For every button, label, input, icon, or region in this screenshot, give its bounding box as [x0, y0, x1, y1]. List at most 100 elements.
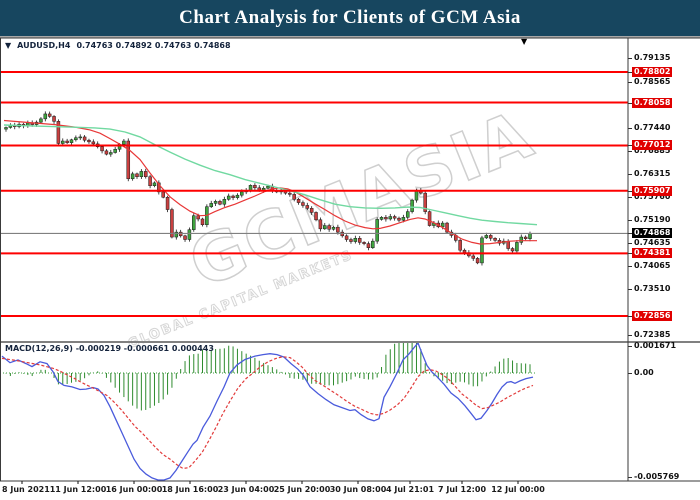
candle-body	[427, 211, 432, 226]
candle-body	[445, 222, 449, 233]
price-tick	[628, 316, 632, 317]
candle-body	[410, 199, 414, 212]
candle-body	[301, 202, 305, 206]
candle-body	[296, 199, 301, 203]
macd-scale-label: 0.00	[634, 368, 654, 377]
price-tick	[628, 145, 632, 147]
price-tick	[628, 196, 632, 198]
candle-body	[371, 240, 375, 248]
macd-indicator-header: MACD(12,26,9) -0.000219 -0.000661 0.0004…	[5, 344, 214, 353]
candle-body	[401, 217, 406, 221]
price-tick-label: 0.77440	[634, 122, 671, 132]
candle-body	[240, 191, 244, 196]
price-tick	[628, 72, 632, 73]
time-label: 8 Jun 2021	[2, 485, 50, 494]
candle-body	[357, 238, 362, 243]
candle-body	[226, 195, 231, 200]
price-tick-label: 0.78565	[634, 76, 671, 86]
time-label: 30 Jun 08:00	[329, 485, 387, 494]
candle-body	[288, 192, 292, 195]
candle-body	[484, 235, 489, 239]
level-price-label: 0.77012	[632, 140, 673, 151]
price-tick	[628, 253, 632, 255]
candle-body	[523, 236, 528, 239]
candle-body	[200, 218, 205, 225]
symbol-timeframe: AUDUSD,H4	[17, 41, 71, 50]
macd-main-line	[1, 341, 534, 481]
time-label: 18 Jun 16:00	[161, 485, 219, 494]
price-axis[interactable]: 0.791350.785650.774400.768850.763150.757…	[628, 36, 700, 500]
ohlc-values: 0.74763 0.74892 0.74763 0.74868	[76, 41, 231, 50]
price-tick	[628, 150, 632, 152]
candle-body	[109, 152, 113, 155]
candle-body	[528, 233, 532, 239]
candle-body	[104, 150, 109, 155]
candle-body	[375, 219, 379, 242]
candle-body	[353, 238, 358, 242]
macd-label: MACD(12,26,9)	[5, 344, 73, 353]
price-tick	[628, 220, 632, 222]
candle-body	[423, 192, 427, 212]
candle-body	[458, 240, 462, 251]
candle-body	[157, 182, 161, 193]
candle-body	[231, 195, 235, 198]
candle-body	[61, 140, 65, 144]
candle-body	[292, 194, 296, 200]
chart-symbol-header: ▼ AUDUSD,H4 0.74763 0.74892 0.74763 0.7486…	[5, 41, 231, 50]
price-tick	[628, 233, 632, 235]
candle-body	[74, 137, 78, 141]
candle-body	[488, 235, 493, 239]
price-tick	[628, 58, 632, 60]
candle-body	[69, 139, 74, 143]
current-price-label: 0.74868	[632, 228, 673, 239]
time-label: 4 Jul 21:01	[385, 485, 435, 494]
price-tick	[628, 266, 632, 268]
time-label: 23 Jun 04:00	[217, 485, 275, 494]
price-tick	[628, 102, 632, 104]
price-tick-label: 0.76315	[634, 169, 671, 179]
candle-body	[148, 176, 152, 187]
candle-body	[43, 113, 48, 120]
candle-body	[113, 148, 117, 153]
candle-body	[170, 209, 174, 238]
candle-body	[314, 212, 318, 221]
price-tick	[628, 242, 632, 244]
collapse-arrow-icon[interactable]: ▼	[5, 41, 12, 50]
candle-body	[392, 216, 397, 219]
candle-body	[253, 185, 257, 189]
candle-body	[305, 205, 310, 209]
price-tick	[628, 335, 632, 337]
price-tick-label: 0.72385	[634, 330, 671, 340]
time-label: 25 Jun 20:00	[273, 485, 331, 494]
time-axis[interactable]: 8 Jun 2021 11 Jun 12:00 16 Jun 00:00 18 Jun…	[0, 482, 700, 500]
candle-body	[493, 238, 497, 241]
candle-body	[82, 136, 87, 141]
candle-body	[143, 171, 148, 177]
candle-body	[344, 235, 349, 240]
price-tick	[628, 373, 632, 374]
level-price-label: 0.72856	[632, 311, 673, 321]
price-tick	[628, 346, 632, 347]
candle-body	[161, 191, 165, 198]
macd-signal-line	[1, 356, 534, 470]
macd-scale-label: -0.005769	[634, 472, 680, 481]
candle-body	[39, 118, 43, 123]
macd-scale-label: 0.001671	[634, 341, 677, 350]
candle-body	[318, 219, 323, 230]
candle-body	[126, 140, 131, 180]
time-label: 12 Jul 00:00	[491, 485, 545, 494]
macd-values: -0.000219 -0.000661 0.000443	[75, 344, 214, 353]
candle-body	[196, 215, 200, 220]
time-label: 16 Jun 00:00	[105, 485, 163, 494]
arrow-object-marker: ▼	[521, 37, 528, 46]
candle-body	[187, 229, 192, 240]
candle-body	[397, 217, 401, 221]
candle-body	[384, 217, 388, 220]
price-tick-label: 0.74635	[634, 237, 671, 247]
candle-body	[139, 171, 144, 177]
candle-body	[440, 222, 445, 228]
level-price-label: 0.74381	[632, 248, 673, 259]
candle-body	[100, 146, 104, 152]
candle-body	[388, 216, 393, 220]
